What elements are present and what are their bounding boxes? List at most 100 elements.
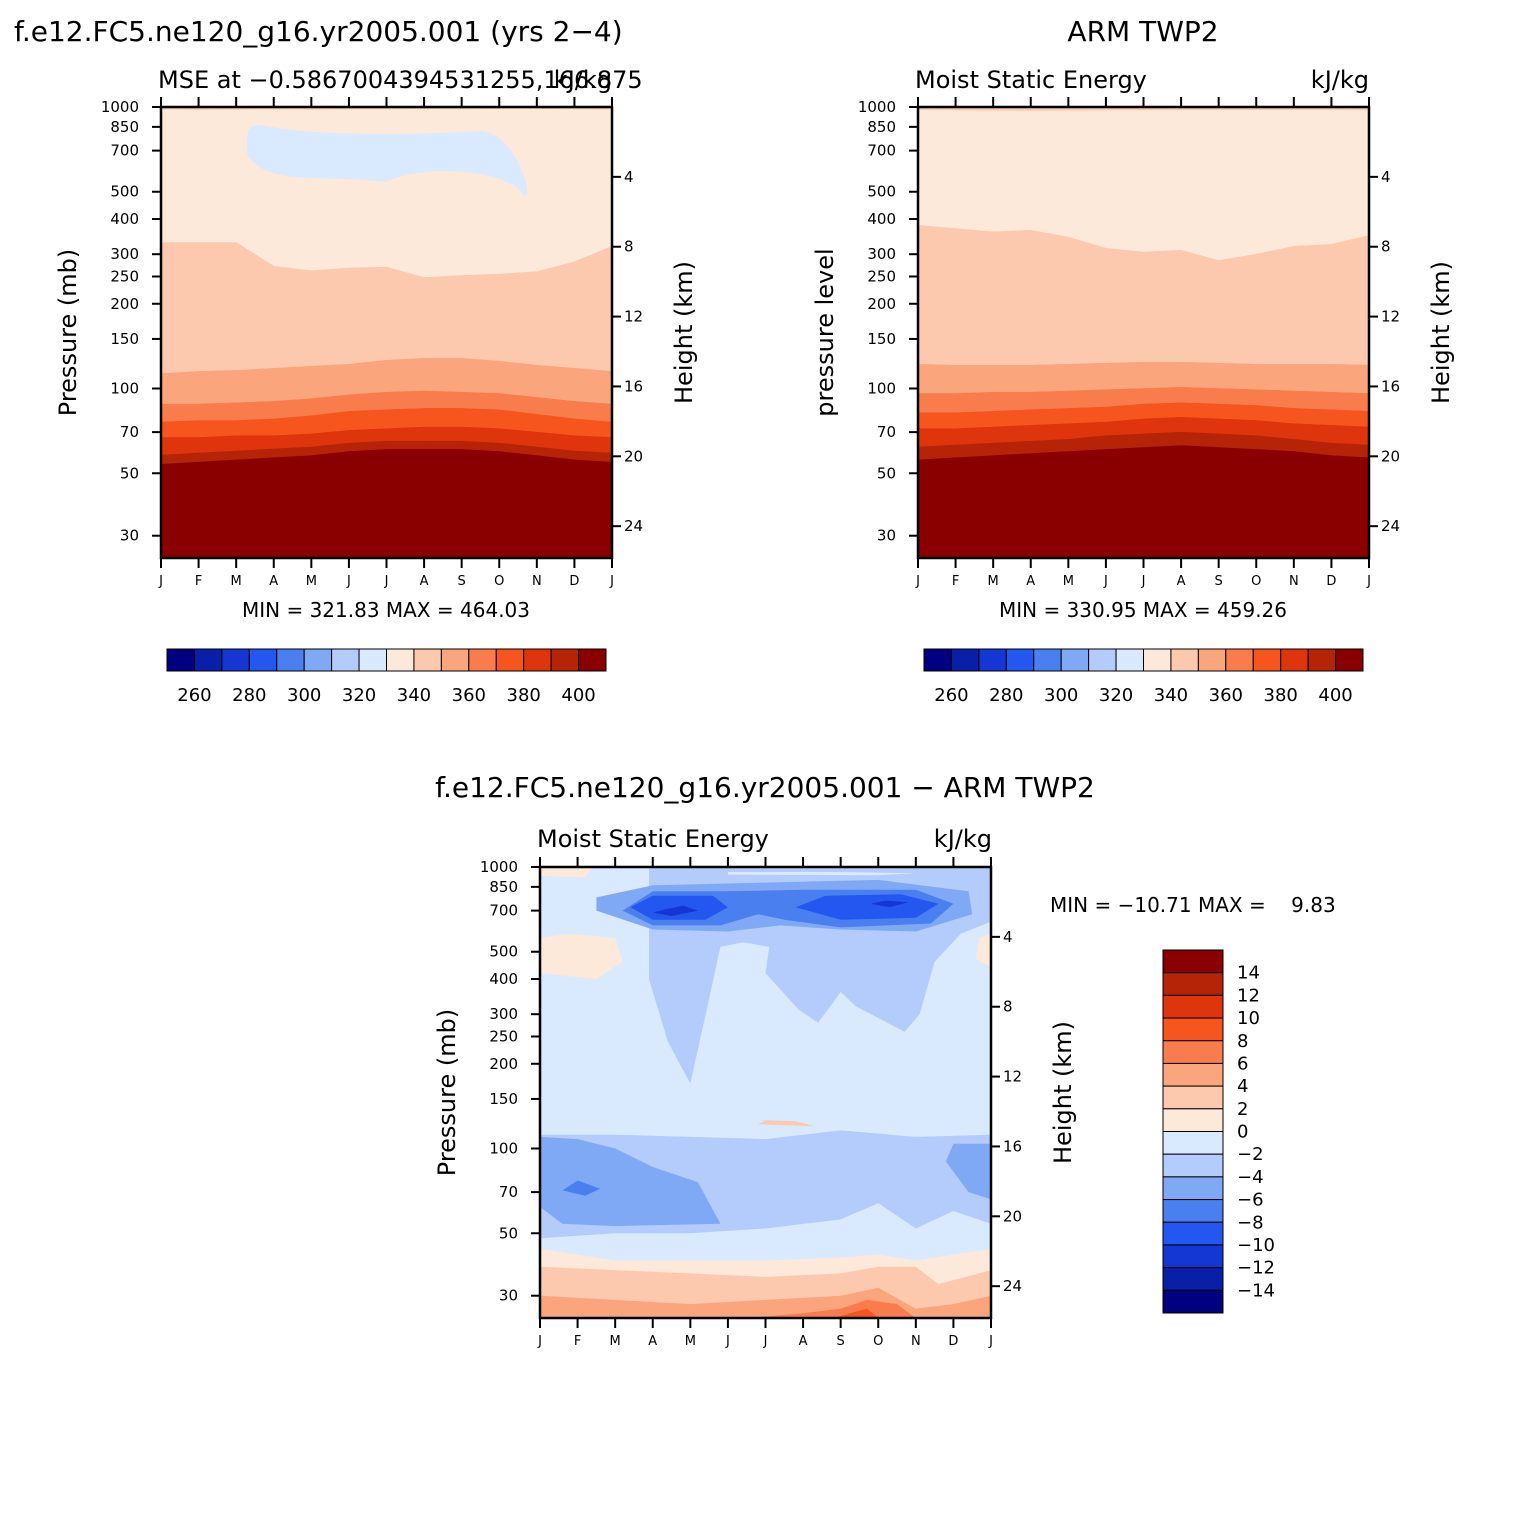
colorbar-label: 400 (561, 685, 595, 706)
colorbar-box (1162, 1199, 1224, 1223)
month-tick-label: M (306, 574, 317, 589)
month-tick-label: O (494, 574, 504, 589)
colorbar-label: 260 (177, 685, 211, 706)
colorbar-box (1162, 1017, 1224, 1042)
panel3-subtitle-right: kJ/kg (934, 825, 992, 853)
colorbar-label: 4 (1237, 1076, 1248, 1097)
colorbar-box (1162, 1267, 1224, 1291)
pressure-tick-label: 400 (489, 970, 518, 988)
height-tick-label: 20 (1381, 447, 1400, 465)
month-tick-label: J (1103, 574, 1108, 589)
colorbar-label: 340 (397, 685, 431, 706)
colorbar-box (1060, 648, 1090, 672)
colorbar-label: 320 (342, 685, 376, 706)
pressure-tick-label: 250 (110, 267, 139, 285)
height-tick-label: 16 (1003, 1137, 1022, 1155)
height-tick-label: 24 (1381, 517, 1400, 535)
panel2-subtitle-left: Moist Static Energy (915, 66, 1147, 94)
month-tick-label: O (1251, 574, 1261, 589)
contour-band-m10-m12-b (870, 900, 909, 908)
height-tick-label: 4 (1003, 928, 1013, 946)
month-tick-label: A (269, 574, 278, 589)
height-tick-label: 4 (1381, 168, 1391, 186)
month-tick-label: J (988, 1334, 993, 1349)
contour-fill (917, 106, 1370, 558)
pressure-tick-label: 300 (867, 245, 896, 263)
colorbar-box (248, 648, 278, 672)
panel1-colorbar: 260 280 300 320 340 360 380 400 (166, 648, 607, 706)
colorbar-box (1005, 648, 1035, 672)
pressure-tick-label: 150 (489, 1090, 518, 1108)
pressure-tick-label: 850 (110, 118, 139, 136)
colorbar-box (1162, 1176, 1224, 1201)
warm-patch-surface (540, 867, 593, 878)
pressure-tick-label: 700 (867, 142, 896, 160)
colorbar-label: 280 (989, 685, 1023, 706)
warm-patch-left (540, 933, 623, 979)
colorbar-box (523, 648, 552, 672)
warm-patch-right (976, 933, 991, 968)
contour-band-m10-m12-a (652, 905, 698, 916)
month-tick-label: D (1326, 574, 1336, 589)
pressure-tick-label: 250 (867, 267, 896, 285)
month-tick-label: J (158, 574, 163, 589)
colorbar-box (550, 648, 580, 672)
panel3-subtitle-left: Moist Static Energy (537, 825, 769, 853)
colorbar-box (1197, 648, 1227, 672)
colorbar-box (1162, 1244, 1224, 1269)
panel2-title: ARM TWP2 (1067, 15, 1218, 48)
height-tick-label: 24 (624, 517, 643, 535)
pressure-tick-label: 500 (489, 943, 518, 961)
pressure-tick-label: 700 (110, 142, 139, 160)
colorbar-box (1162, 1131, 1224, 1155)
colorbar-box (413, 648, 442, 672)
pressure-tick-label: 500 (867, 183, 896, 201)
panel1-subtitle-right: kJ/kg (554, 66, 612, 94)
colorbar-box (303, 648, 333, 672)
colorbar-label: −10 (1237, 1235, 1275, 1256)
colorbar-box (386, 648, 415, 672)
pressure-tick-label: 100 (489, 1140, 518, 1158)
pressure-tick-label: 850 (867, 118, 896, 136)
colorbar-label: 380 (507, 685, 541, 706)
colorbar-label: −14 (1237, 1280, 1275, 1301)
month-tick-label: F (195, 574, 202, 589)
colorbar-label: 10 (1237, 1008, 1260, 1029)
month-tick-label: J (537, 1334, 542, 1349)
month-tick-label: S (458, 574, 466, 589)
colorbar-label: 14 (1237, 963, 1260, 984)
month-tick-label: J (725, 1334, 730, 1349)
pressure-tick-label: 70 (877, 423, 896, 441)
colorbar-box (1162, 1289, 1224, 1314)
colorbar-box (440, 648, 470, 672)
colorbar-label: −4 (1237, 1167, 1264, 1188)
month-tick-label: A (799, 1334, 808, 1349)
colorbar-box (1088, 648, 1117, 672)
colorbar-label: −6 (1237, 1190, 1264, 1211)
colorbar-box (495, 648, 525, 672)
colorbar-box (923, 648, 952, 672)
colorbar-label: −2 (1237, 1144, 1264, 1165)
month-tick-label: M (685, 1334, 696, 1349)
colorbar-label: 260 (934, 685, 968, 706)
colorbar-box (978, 648, 1007, 672)
colorbar-box (166, 648, 195, 672)
colorbar-label: −12 (1237, 1258, 1275, 1279)
colorbar-box (1162, 1108, 1224, 1132)
month-tick-label: A (1177, 574, 1186, 589)
pressure-tick-label: 200 (867, 295, 896, 313)
contour-band-6-8 (746, 1299, 916, 1318)
pressure-tick-label: 70 (499, 1183, 518, 1201)
month-tick-label: N (532, 574, 542, 589)
colorbar-box (1162, 949, 1224, 974)
colorbar-box (1162, 1221, 1224, 1246)
month-tick-label: F (574, 1334, 581, 1349)
colorbar-box (950, 648, 980, 672)
panel3-plot: 30 50 70 100 150 200 250 300 400 500 700 850 1000 24 2… (433, 857, 1077, 1349)
colorbar-box (1252, 648, 1282, 672)
colorbar-box (193, 648, 223, 672)
y-axis-label: pressure level (811, 248, 839, 416)
pressure-tick-label: 1000 (480, 858, 518, 876)
